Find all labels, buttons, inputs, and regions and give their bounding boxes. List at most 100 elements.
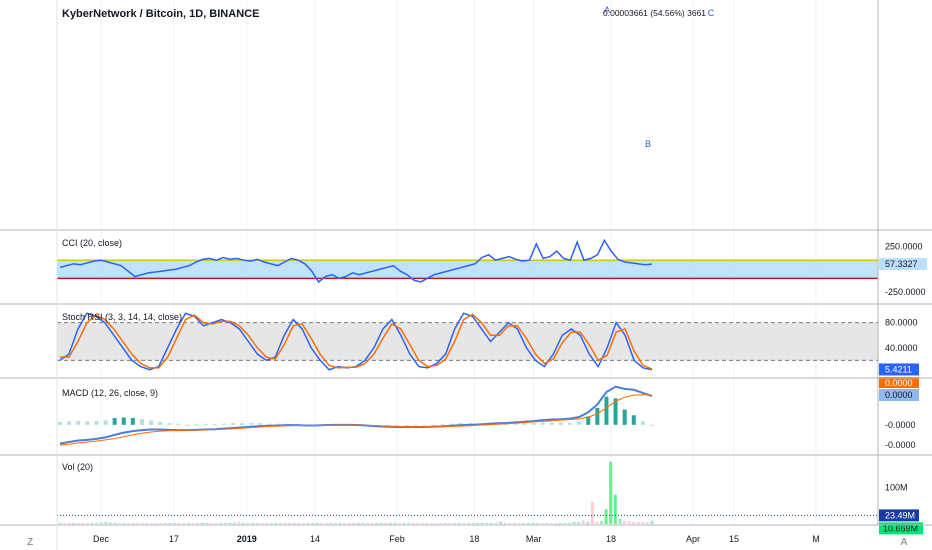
macd-histogram-bar — [231, 423, 236, 425]
volume-bar — [223, 522, 227, 524]
volume-bar — [632, 521, 636, 524]
macd-histogram-bar — [413, 424, 418, 426]
stoch-value-label: 5.4211 — [885, 364, 912, 374]
volume-bar — [471, 522, 475, 524]
volume-ma-label: 23.49M — [885, 510, 915, 520]
volume-bar — [145, 522, 149, 524]
volume-bar — [278, 522, 282, 524]
volume-bar — [434, 522, 438, 524]
volume-bar — [577, 522, 581, 524]
macd-signal-label: 0.0000 — [885, 378, 913, 388]
volume-bar — [113, 522, 117, 524]
pattern-point-a: A — [604, 5, 610, 15]
volume-bar — [411, 522, 415, 524]
volume-bar — [347, 522, 351, 524]
macd-histogram-bar — [249, 423, 254, 425]
cci-pane[interactable]: CCI (20, close) 250.0000 -250.0000 57.3327 — [57, 238, 927, 297]
time-tick-label: 18 — [606, 534, 616, 544]
macd-histogram-bar — [85, 421, 90, 425]
macd-histogram-bar — [458, 423, 463, 425]
volume-bar — [430, 522, 434, 524]
volume-bar — [131, 522, 135, 524]
volume-bar — [457, 522, 461, 524]
volume-bar — [494, 522, 498, 524]
macd-tick-label: -0.0000 — [885, 420, 916, 430]
volume-bar — [228, 522, 232, 524]
volume-bar — [122, 522, 126, 524]
stoch-d-line — [60, 313, 653, 370]
volume-bar — [398, 522, 402, 524]
volume-tick-label: 100M — [885, 482, 908, 492]
macd-histogram-bar — [449, 423, 454, 425]
volume-bar — [558, 522, 562, 524]
time-tick-label: Dec — [93, 534, 110, 544]
volume-bar — [476, 522, 480, 524]
macd-histogram-bar — [558, 422, 563, 425]
volume-bar — [338, 522, 342, 524]
macd-tick-label: -0.0000 — [885, 440, 916, 450]
volume-bar — [168, 522, 172, 524]
volume-bar — [320, 522, 324, 524]
volume-bar — [72, 522, 76, 524]
volume-bar — [242, 522, 246, 524]
volume-bar — [329, 522, 333, 524]
volume-bar — [99, 522, 103, 524]
time-tick-label: Apr — [686, 534, 700, 544]
stoch-tick-label: 80.0000 — [885, 318, 918, 328]
volume-bar — [388, 522, 392, 524]
macd-signal-tag — [879, 377, 919, 388]
macd-histogram-bar — [258, 423, 263, 425]
price-pane[interactable]: 0.000110000.000100000.000090000.00008000… — [0, 0, 878, 149]
volume-bar — [439, 522, 443, 524]
volume-bar — [246, 522, 250, 524]
volume-bar — [517, 522, 521, 524]
macd-histogram-bar — [540, 422, 545, 425]
volume-bar — [127, 522, 131, 524]
auto-scale-button[interactable]: A — [901, 537, 908, 548]
volume-bar — [421, 522, 425, 524]
cci-tick-label: 250.0000 — [885, 242, 923, 252]
cci-value-label: 57.3327 — [885, 259, 918, 269]
volume-bar — [604, 509, 608, 524]
chart-title: KyberNetwork / Bitcoin, 1D, BINANCE — [62, 8, 259, 20]
macd-histogram-bar — [212, 424, 217, 426]
volume-bar — [535, 522, 539, 524]
macd-histogram-bar — [604, 396, 609, 425]
macd-pane[interactable]: MACD (12, 26, close, 9) 0.0000 -0.0000 -0.0… — [58, 377, 919, 450]
macd-histogram-bar — [130, 418, 135, 425]
volume-ma-tag — [879, 509, 919, 522]
macd-histogram-bar — [103, 420, 108, 425]
macd-histogram-bar — [203, 424, 208, 426]
macd-histogram-bar — [577, 421, 582, 425]
volume-bar — [590, 502, 594, 524]
volume-bar — [58, 522, 62, 524]
macd-histogram-bar — [176, 423, 181, 425]
volume-bar — [95, 522, 99, 524]
volume-bar — [154, 522, 158, 524]
zoom-button[interactable]: Z — [27, 537, 33, 548]
volume-bar — [453, 522, 457, 524]
time-tick-label: Mar — [526, 534, 542, 544]
macd-histogram-bar — [522, 423, 527, 425]
volume-bar — [365, 522, 369, 524]
volume-bar — [191, 522, 195, 524]
stoch-rsi-pane[interactable]: Stoch RSI (3, 3, 14, 14, close) 80.0000 40… — [57, 312, 919, 376]
macd-title: MACD (12, 26, close, 9) — [62, 388, 158, 398]
volume-bar — [333, 522, 337, 524]
volume-bar — [554, 522, 558, 524]
volume-bar — [86, 522, 90, 524]
volume-bar — [416, 522, 420, 524]
volume-bar — [572, 521, 576, 524]
volume-bar — [269, 522, 273, 524]
macd-histogram-bar — [513, 423, 518, 425]
macd-histogram-bar — [121, 417, 126, 425]
volume-bar — [260, 522, 264, 524]
macd-histogram-bar — [276, 423, 281, 425]
volume-bar — [549, 522, 553, 524]
volume-bar — [581, 520, 585, 524]
volume-pane[interactable]: Vol (20) 100M 23.49M 10.669M — [57, 461, 923, 535]
volume-bar — [393, 522, 397, 524]
stoch-value-tag — [879, 363, 919, 376]
